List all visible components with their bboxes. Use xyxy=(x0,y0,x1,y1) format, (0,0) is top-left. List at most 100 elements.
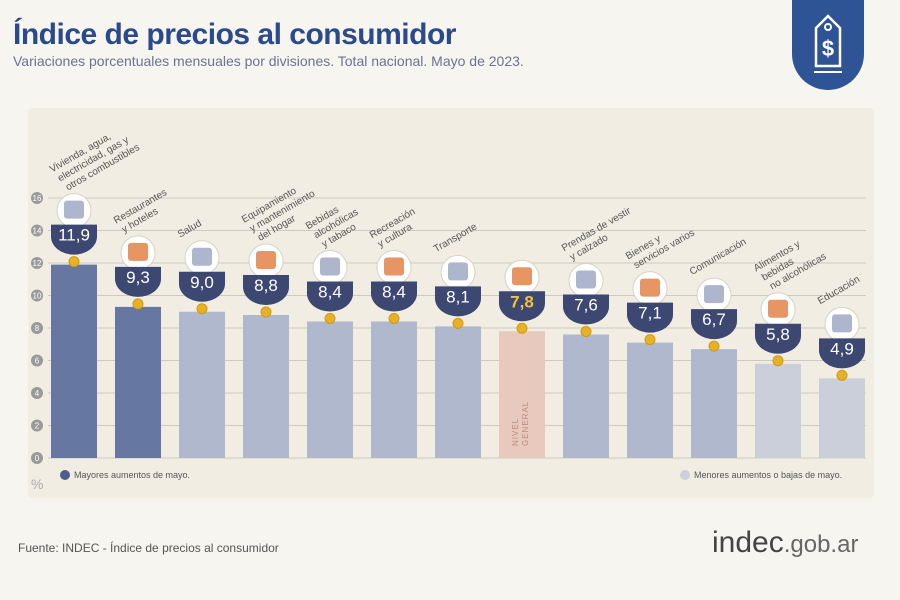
value-marker xyxy=(772,355,784,367)
y-tick-label: 4 xyxy=(35,389,40,398)
category-label: Transporte xyxy=(432,221,479,255)
legend-swatch-high xyxy=(60,470,70,480)
category-label: Salud xyxy=(176,218,204,240)
category-icon-glyph xyxy=(768,299,788,318)
value-marker xyxy=(836,369,848,381)
page-title: Índice de precios al consumidor xyxy=(13,18,456,51)
value-label: 7,6 xyxy=(574,296,598,315)
bar xyxy=(755,363,801,458)
price-tag-dollar-icon: $ xyxy=(792,0,864,90)
legend-label: Menores aumentos o bajas de mayo. xyxy=(694,470,843,480)
category-icon-glyph xyxy=(704,285,724,304)
bar xyxy=(307,321,353,458)
category-icon-glyph xyxy=(512,267,532,286)
category-icon-glyph xyxy=(320,257,340,276)
category-icon-glyph xyxy=(64,200,84,219)
value-badge xyxy=(627,302,673,333)
value-label: 8,4 xyxy=(382,283,406,302)
value-label: 7,1 xyxy=(638,304,662,323)
category-icon-glyph xyxy=(576,270,596,289)
value-marker xyxy=(580,326,592,337)
page-subtitle: Variaciones porcentuales mensuales por d… xyxy=(13,53,524,69)
legend-swatch-low xyxy=(680,470,690,480)
y-tick-label: 2 xyxy=(35,422,40,431)
value-badge xyxy=(499,291,545,322)
value-badge xyxy=(755,323,801,354)
y-tick-marker xyxy=(31,354,43,367)
value-label: 9,0 xyxy=(190,273,214,292)
bar xyxy=(499,331,545,458)
bar xyxy=(179,311,225,458)
category-label: Comunicación xyxy=(688,237,748,278)
value-label: 6,7 xyxy=(702,310,726,329)
svg-text:$: $ xyxy=(822,36,834,61)
value-marker xyxy=(516,322,528,334)
value-marker xyxy=(644,334,656,346)
value-badge xyxy=(691,309,737,340)
value-label: 5,8 xyxy=(766,325,790,344)
value-label: 8,4 xyxy=(318,283,342,302)
value-badge xyxy=(819,338,865,369)
value-label: 7,8 xyxy=(510,292,534,311)
bar xyxy=(563,334,609,458)
legend-label: Mayores aumentos de mayo. xyxy=(74,470,191,480)
y-tick-marker xyxy=(31,452,43,464)
value-badge xyxy=(371,281,417,312)
y-tick-label: 6 xyxy=(35,357,40,366)
general-bar-label: NIVEL xyxy=(511,418,520,446)
category-icon-glyph xyxy=(128,242,148,261)
source-note: Fuente: INDEC - Índice de precios al con… xyxy=(18,541,279,555)
value-marker xyxy=(196,303,208,315)
y-axis-unit: % xyxy=(31,476,44,492)
bar xyxy=(51,264,97,458)
y-tick-marker xyxy=(31,387,43,399)
bar xyxy=(115,306,161,458)
value-marker xyxy=(68,256,80,268)
value-marker xyxy=(260,306,272,318)
y-tick-marker xyxy=(31,224,43,237)
value-label: 11,9 xyxy=(58,226,90,245)
value-badge xyxy=(435,286,481,317)
value-label: 9,3 xyxy=(126,268,150,287)
bar xyxy=(243,315,289,458)
y-tick-label: 0 xyxy=(35,454,40,463)
y-tick-marker xyxy=(31,322,43,334)
value-badge xyxy=(51,224,97,255)
general-bar-label: GENERAL xyxy=(521,401,530,446)
bar xyxy=(371,321,417,458)
value-badge xyxy=(179,271,225,302)
value-marker xyxy=(388,313,400,324)
bar xyxy=(691,349,737,458)
category-icon-glyph xyxy=(448,262,468,281)
bar xyxy=(819,378,865,458)
value-badge xyxy=(243,275,289,305)
y-tick-marker xyxy=(31,419,43,432)
bar xyxy=(435,326,481,458)
category-icon-glyph xyxy=(192,247,212,266)
value-marker xyxy=(324,313,336,324)
value-badge xyxy=(563,294,609,325)
bar xyxy=(627,342,673,458)
y-tick-label: 12 xyxy=(33,259,42,268)
category-icon-glyph xyxy=(256,251,276,269)
value-label: 4,9 xyxy=(830,339,854,358)
value-marker xyxy=(708,340,720,352)
y-tick-label: 16 xyxy=(33,194,42,203)
value-badge xyxy=(115,266,161,297)
category-icon-glyph xyxy=(640,278,660,297)
category-icon-glyph xyxy=(832,314,852,333)
value-marker xyxy=(452,317,464,329)
value-label: 8,8 xyxy=(254,276,278,295)
legend-low: Menores aumentos o bajas de mayo. xyxy=(680,470,842,480)
value-label: 8,1 xyxy=(446,287,470,306)
y-tick-label: 14 xyxy=(33,227,42,236)
y-tick-marker xyxy=(31,192,43,204)
value-badge xyxy=(307,281,353,312)
category-icon-glyph xyxy=(384,257,404,276)
y-tick-marker xyxy=(31,289,43,302)
y-tick-label: 8 xyxy=(35,324,40,333)
value-marker xyxy=(132,298,144,310)
y-tick-marker xyxy=(31,257,43,269)
category-label: Educación xyxy=(816,274,862,307)
